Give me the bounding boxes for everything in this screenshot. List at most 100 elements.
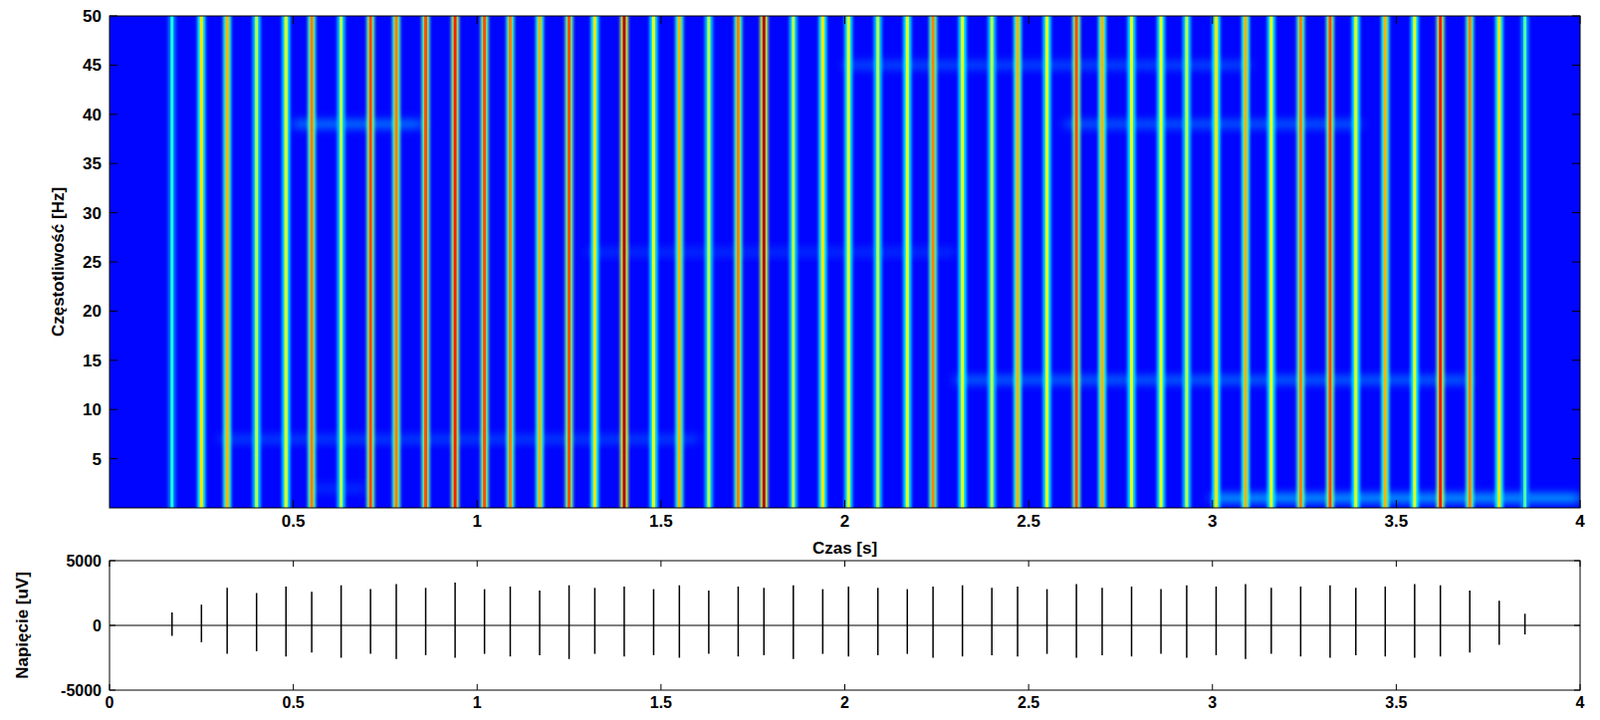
tick [1211, 499, 1213, 508]
spike-halo [366, 15, 375, 508]
spike-halo [1326, 15, 1335, 508]
tick [109, 359, 118, 361]
burst [483, 589, 486, 655]
spike-core [1100, 15, 1104, 508]
spike-halo [307, 15, 316, 508]
tick [476, 15, 478, 24]
spike-halo [958, 15, 967, 508]
tick [109, 113, 118, 115]
spike-core [508, 15, 512, 508]
spike [366, 15, 375, 508]
spike [451, 15, 459, 508]
spike-halo [733, 15, 742, 508]
spike [1072, 15, 1081, 508]
burst [653, 589, 656, 656]
tick [1574, 625, 1581, 627]
tick [476, 560, 478, 567]
burst [907, 589, 910, 655]
spike-halo [1380, 15, 1389, 508]
tick [109, 560, 111, 567]
spike-halo [874, 15, 883, 508]
spike [818, 15, 827, 508]
spike-halo [789, 15, 798, 508]
spike [1156, 15, 1165, 508]
spike-halo [1296, 15, 1305, 508]
spike [1495, 15, 1504, 508]
tick [292, 15, 294, 24]
tick [109, 261, 118, 263]
figure: 0.511.522.533.545101520253035404550Czas … [0, 0, 1600, 720]
burst [255, 593, 258, 653]
tick-label: 3 [1207, 693, 1217, 711]
tick [1028, 15, 1030, 24]
spike [1465, 15, 1474, 508]
spike [505, 15, 514, 508]
tick-label: 20 [82, 301, 102, 321]
spike-core [736, 15, 740, 508]
burst [1524, 613, 1527, 635]
spike-core [906, 15, 910, 508]
spike-halo [480, 15, 489, 508]
burst [1300, 586, 1303, 657]
tick-label: 0.5 [281, 511, 306, 531]
spectrogram [109, 15, 1581, 508]
spike-core [170, 15, 174, 508]
tick [476, 499, 478, 508]
frame [109, 560, 1581, 690]
spike-halo [1495, 15, 1504, 508]
spike-halo [928, 15, 937, 508]
tick [109, 163, 118, 165]
tick-label: 0.5 [282, 693, 305, 711]
burst [201, 604, 204, 643]
tick-label: -5000 [60, 682, 102, 699]
spike [1267, 15, 1276, 508]
burst [792, 585, 795, 660]
spike [1410, 15, 1419, 508]
tick [660, 499, 662, 508]
burst [454, 582, 457, 658]
tick-label: 1.5 [649, 511, 674, 531]
spike [1436, 15, 1445, 508]
spike-core [762, 15, 766, 508]
burst [171, 612, 174, 636]
spike-halo [1098, 15, 1107, 508]
spike [1326, 15, 1335, 508]
spike-halo [281, 15, 290, 508]
spike-core [1016, 15, 1020, 508]
burst [679, 585, 682, 659]
burst [310, 591, 313, 653]
tick [109, 684, 111, 690]
burst [538, 590, 541, 656]
spike-core [395, 15, 399, 508]
spike-core [1159, 15, 1163, 508]
tick [1580, 15, 1582, 24]
spike [281, 15, 290, 508]
burst [594, 587, 597, 654]
tick-label: 4 [1576, 693, 1586, 711]
spike-core [1412, 15, 1416, 508]
spike [1128, 15, 1137, 508]
tick-label: 2.5 [1017, 693, 1040, 711]
tick [660, 15, 662, 24]
spike-halo [649, 15, 658, 508]
tick [292, 684, 294, 690]
spike-core [1383, 15, 1387, 508]
burst [1413, 583, 1416, 658]
spike [168, 15, 177, 508]
spike-halo [535, 15, 544, 508]
spike-halo [451, 15, 459, 508]
burst [1468, 590, 1471, 653]
spike-halo [1156, 15, 1165, 508]
burst [1101, 587, 1104, 656]
burst [1016, 586, 1019, 657]
spike [704, 15, 713, 508]
spike-core [622, 15, 626, 508]
spike-halo [818, 15, 827, 508]
spike [337, 15, 346, 508]
tick [1028, 684, 1030, 690]
tick-label: 0 [105, 693, 115, 711]
spike [197, 15, 206, 508]
tick-label: 3 [1207, 511, 1217, 531]
heatmap-background [109, 15, 1581, 508]
spike-core [254, 15, 258, 508]
